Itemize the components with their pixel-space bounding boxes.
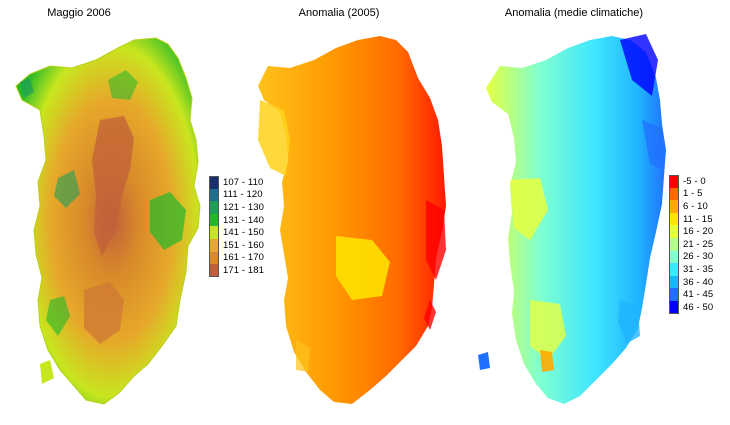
legend-row: 16 - 20 bbox=[669, 225, 713, 238]
legend-row: 121 - 130 bbox=[209, 201, 264, 214]
legend-label: -5 - 0 bbox=[683, 175, 706, 187]
legend-label: 131 - 140 bbox=[223, 214, 265, 226]
legend-swatch bbox=[669, 250, 679, 264]
legend-label: 46 - 50 bbox=[683, 301, 714, 313]
sardinia-map-anomalia-2005 bbox=[258, 36, 446, 404]
panel-anomalia-2005: Anomalia (2005) bbox=[240, 0, 470, 425]
legend-label: 16 - 20 bbox=[683, 226, 714, 238]
panel-title: Maggio 2006 bbox=[47, 7, 111, 19]
legend-swatch bbox=[669, 263, 679, 276]
legend-label: 41 - 45 bbox=[683, 289, 714, 301]
legend-label: 36 - 40 bbox=[683, 276, 714, 288]
legend-label: 6 - 10 bbox=[683, 200, 708, 212]
legend-label: 111 - 120 bbox=[223, 189, 263, 201]
legend-row: 131 - 140 bbox=[209, 213, 265, 227]
legend-swatch bbox=[209, 238, 219, 252]
legend-row: 41 - 45 bbox=[669, 288, 713, 301]
legend-swatch bbox=[669, 175, 679, 188]
legend-swatch bbox=[209, 188, 219, 202]
legend-row: -5 - 0 bbox=[669, 175, 713, 188]
legend-row: 11 - 15 bbox=[669, 212, 713, 226]
legend-swatch bbox=[669, 212, 679, 226]
sardinia-map-maggio-2006 bbox=[15, 37, 201, 405]
legend-row: 141 - 150 bbox=[209, 226, 264, 239]
legend-swatch bbox=[669, 300, 679, 314]
legend-row: 171 - 181 bbox=[209, 264, 264, 277]
legend-label: 151 - 160 bbox=[223, 239, 265, 251]
legend-row: 31 - 35 bbox=[669, 263, 713, 276]
legend-swatch bbox=[209, 264, 219, 277]
sardinia-map-anomalia-medie-climatiche bbox=[478, 34, 666, 404]
legend-label: 141 - 150 bbox=[223, 227, 265, 239]
legend-swatch bbox=[209, 176, 219, 189]
legend-row: 107 - 110 bbox=[209, 176, 264, 189]
legend-label: 1 - 5 bbox=[683, 188, 703, 200]
legend-label: 161 - 170 bbox=[223, 252, 265, 264]
legend-row: 111 - 120 bbox=[209, 188, 264, 202]
legend-label: 11 - 15 bbox=[683, 213, 713, 225]
legend-row: 21 - 25 bbox=[669, 237, 714, 251]
legend-label: 21 - 25 bbox=[683, 238, 714, 250]
legend-label: 121 - 130 bbox=[223, 201, 265, 213]
legend-label: 31 - 35 bbox=[683, 263, 714, 275]
legend-swatch bbox=[669, 237, 679, 251]
panel-title: Anomalia (medie climatiche) bbox=[504, 7, 644, 19]
legend-swatch bbox=[209, 201, 219, 214]
legend-label: 171 - 181 bbox=[223, 264, 265, 276]
legend-swatch bbox=[669, 200, 679, 213]
legend-swatch bbox=[669, 288, 679, 301]
legend-swatch bbox=[209, 251, 219, 265]
legend-row: 36 - 40 bbox=[669, 275, 714, 289]
panel-title: Anomalia (2005) bbox=[298, 7, 380, 19]
legend-row: 161 - 170 bbox=[209, 251, 265, 265]
legend-label: 107 - 110 bbox=[223, 176, 264, 188]
panel-maggio-2006: Maggio 2006 107 - 110 111 - 120 121 - 130 1… bbox=[0, 0, 264, 425]
legend-swatch bbox=[669, 187, 679, 201]
legend-row: 6 - 10 bbox=[669, 200, 713, 213]
legend-row: 1 - 5 bbox=[669, 187, 713, 201]
legend-row: 26 - 30 bbox=[669, 250, 714, 264]
legend-swatch bbox=[209, 213, 219, 227]
legend-row: 151 - 160 bbox=[209, 238, 265, 252]
legend-label: 26 - 30 bbox=[683, 251, 714, 263]
legend-swatch bbox=[669, 275, 679, 289]
legend-swatch bbox=[209, 226, 219, 239]
legend-maggio-2006: 107 - 110 111 - 120 121 - 130 131 - 140 141 … bbox=[209, 176, 264, 277]
legend-swatch bbox=[669, 225, 679, 238]
legend-row: 46 - 50 bbox=[669, 300, 714, 314]
